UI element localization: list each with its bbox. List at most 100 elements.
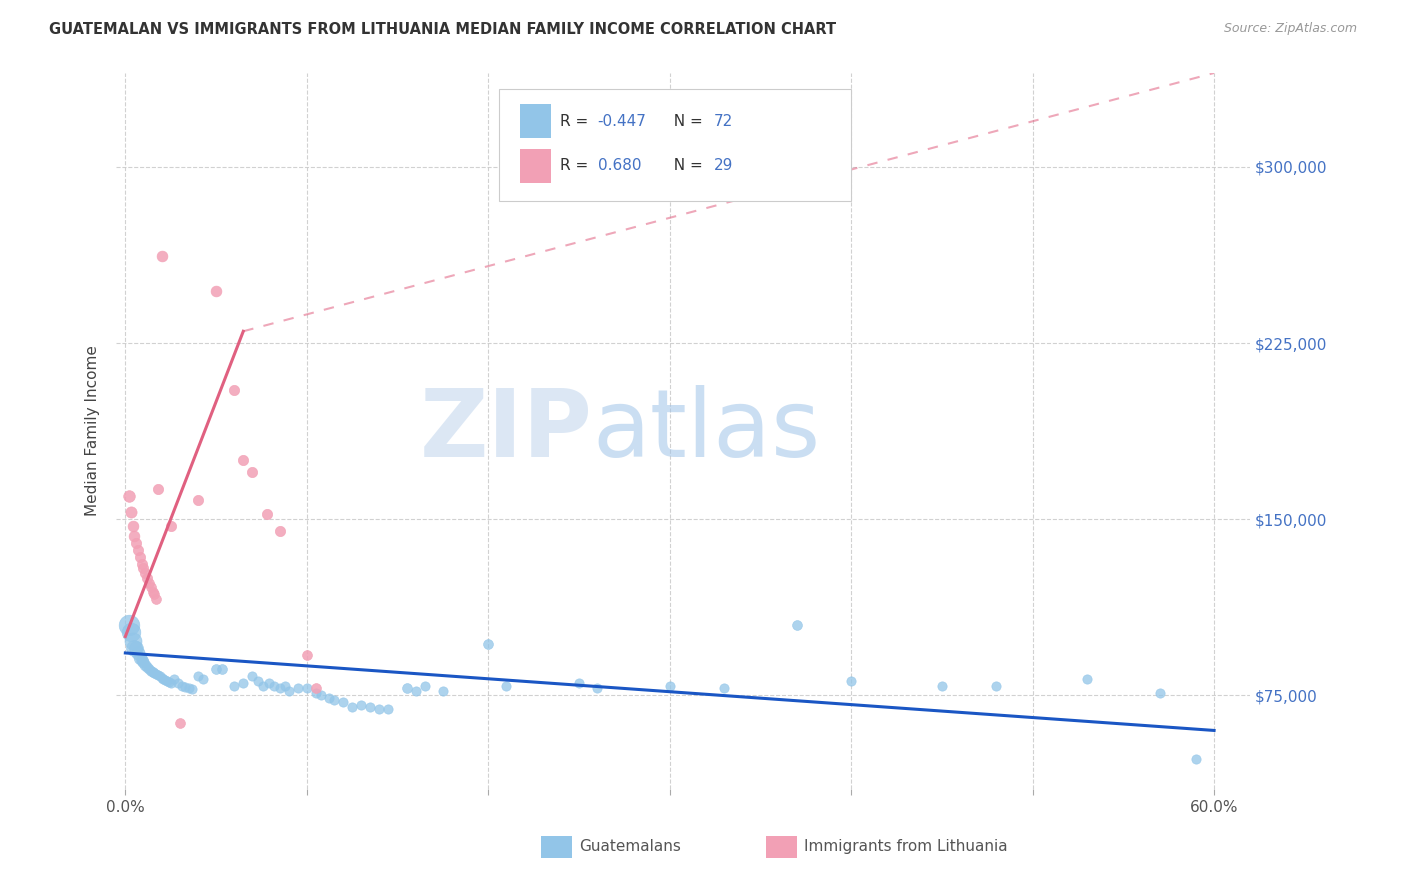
Point — [121, 519, 143, 533]
Point — [257, 676, 280, 690]
Text: ZIP: ZIP — [420, 385, 592, 477]
Point — [586, 681, 609, 695]
Point — [146, 482, 169, 496]
Point — [931, 679, 953, 693]
Point — [163, 672, 186, 686]
Point — [269, 681, 291, 695]
Point — [839, 674, 862, 689]
Point — [127, 542, 149, 557]
Text: 0.680: 0.680 — [598, 159, 641, 173]
Text: R =: R = — [560, 114, 593, 128]
Point — [1149, 686, 1171, 700]
Point — [432, 683, 454, 698]
Point — [145, 667, 167, 681]
Point — [131, 557, 153, 571]
Point — [134, 566, 156, 581]
Text: 72: 72 — [714, 114, 734, 128]
Point — [986, 679, 1008, 693]
Point — [156, 674, 179, 689]
Point — [127, 646, 149, 660]
Point — [159, 676, 181, 690]
Point — [224, 383, 246, 397]
Point — [177, 681, 200, 695]
Point — [155, 673, 177, 687]
Point — [128, 549, 150, 564]
Point — [224, 679, 246, 693]
Point — [124, 641, 146, 656]
Text: 29: 29 — [714, 159, 734, 173]
Point — [118, 617, 141, 632]
Point — [359, 700, 381, 714]
Point — [139, 664, 162, 678]
Point — [205, 662, 228, 676]
Y-axis label: Median Family Income: Median Family Income — [86, 345, 100, 516]
Point — [138, 662, 160, 676]
Point — [277, 683, 299, 698]
Point — [142, 585, 165, 599]
Point — [174, 680, 197, 694]
Point — [132, 561, 155, 575]
Point — [128, 650, 150, 665]
Point — [121, 634, 143, 648]
Text: N =: N = — [664, 114, 707, 128]
Point — [318, 690, 340, 705]
Point — [142, 665, 165, 679]
Point — [193, 672, 215, 686]
Point — [232, 676, 254, 690]
Point — [118, 489, 141, 503]
Point — [150, 249, 173, 263]
Point — [240, 465, 263, 479]
Point — [395, 681, 418, 695]
Point — [143, 665, 166, 680]
Point — [181, 682, 204, 697]
Text: R =: R = — [560, 159, 593, 173]
Point — [139, 580, 162, 594]
Point — [713, 681, 735, 695]
Point — [205, 285, 228, 299]
Point — [269, 524, 291, 538]
Point — [332, 695, 354, 709]
Point — [146, 668, 169, 682]
Point — [377, 702, 399, 716]
Point — [477, 636, 499, 650]
Point — [340, 700, 363, 714]
Point — [495, 679, 517, 693]
Point — [350, 698, 373, 712]
Point — [323, 693, 346, 707]
Point — [120, 505, 142, 519]
Point — [658, 679, 681, 693]
Text: N =: N = — [664, 159, 707, 173]
Point — [159, 519, 181, 533]
Point — [786, 617, 808, 632]
Point — [274, 679, 297, 693]
Point — [246, 674, 269, 689]
Point — [568, 676, 591, 690]
Point — [125, 535, 148, 549]
Point — [368, 702, 391, 716]
Point — [138, 575, 160, 590]
Point — [136, 660, 159, 674]
Point — [305, 681, 328, 695]
Point — [295, 681, 318, 695]
Point — [145, 591, 167, 606]
Point — [120, 624, 142, 639]
Point — [232, 453, 254, 467]
Point — [132, 656, 155, 670]
Text: -0.447: -0.447 — [598, 114, 647, 128]
Point — [187, 493, 209, 508]
Point — [295, 648, 318, 663]
Text: Guatemalans: Guatemalans — [579, 839, 681, 854]
Point — [413, 679, 436, 693]
Point — [149, 669, 172, 683]
Text: GUATEMALAN VS IMMIGRANTS FROM LITHUANIA MEDIAN FAMILY INCOME CORRELATION CHART: GUATEMALAN VS IMMIGRANTS FROM LITHUANIA … — [49, 22, 837, 37]
Point — [311, 688, 333, 702]
Text: Source: ZipAtlas.com: Source: ZipAtlas.com — [1223, 22, 1357, 36]
Point — [252, 679, 274, 693]
Point — [143, 587, 166, 601]
Point — [170, 679, 193, 693]
Point — [134, 657, 156, 672]
Text: atlas: atlas — [592, 385, 821, 477]
Point — [263, 679, 285, 693]
Point — [131, 653, 153, 667]
Point — [125, 641, 148, 656]
